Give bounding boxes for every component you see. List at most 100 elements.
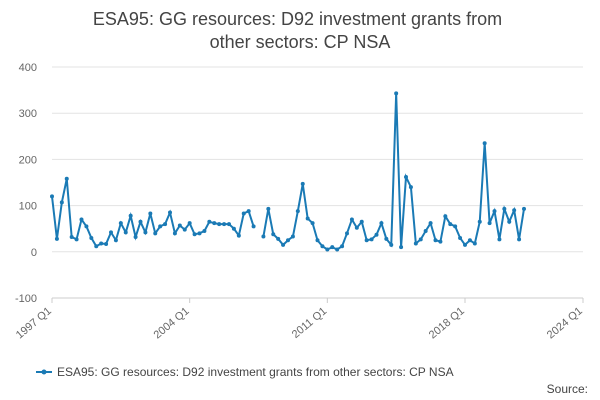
point — [187, 221, 192, 226]
y-tick-label: 300 — [19, 108, 37, 120]
point — [497, 237, 502, 242]
point — [384, 236, 389, 241]
point — [222, 222, 227, 227]
x-tick-label: 2018 Q1 — [427, 305, 467, 341]
point — [286, 238, 290, 243]
point — [227, 222, 231, 227]
point — [369, 237, 374, 242]
point — [472, 241, 477, 246]
y-tick-label: -100 — [15, 293, 37, 305]
point — [276, 236, 281, 241]
point — [502, 206, 507, 211]
legend-label: ESA95: GG resources: D92 investment gran… — [57, 365, 454, 379]
point — [295, 209, 300, 214]
point — [109, 230, 113, 235]
x-tick-label: 2011 Q1 — [290, 305, 329, 341]
point — [163, 222, 168, 227]
point — [212, 221, 217, 226]
point — [512, 208, 517, 213]
y-tick-label: 400 — [19, 62, 37, 74]
point — [54, 236, 59, 241]
y-tick-label: 100 — [19, 201, 37, 213]
point — [315, 238, 320, 243]
point — [300, 181, 305, 186]
point — [64, 176, 69, 181]
point — [310, 221, 315, 226]
point — [408, 185, 413, 190]
point — [79, 217, 84, 222]
point — [89, 235, 94, 240]
x-tick-label: 2004 Q1 — [152, 305, 192, 341]
source: Source: — [547, 382, 588, 396]
point — [192, 232, 197, 237]
point — [359, 219, 364, 224]
point — [325, 247, 330, 252]
point — [271, 232, 276, 237]
point — [261, 234, 266, 239]
point — [281, 242, 286, 247]
point — [349, 217, 354, 222]
point — [104, 241, 109, 246]
point — [482, 141, 487, 146]
point — [487, 221, 492, 226]
point — [197, 231, 202, 236]
point — [463, 242, 467, 247]
point — [59, 200, 64, 205]
point — [492, 209, 497, 214]
point — [517, 237, 522, 242]
point — [399, 245, 404, 250]
point — [158, 224, 163, 229]
point — [50, 194, 54, 199]
point — [340, 244, 345, 249]
point — [458, 235, 463, 240]
point — [453, 224, 458, 229]
point — [448, 222, 453, 227]
point — [428, 221, 433, 226]
point — [335, 247, 340, 252]
point — [522, 206, 526, 211]
point — [133, 235, 138, 240]
point — [290, 234, 295, 239]
point — [354, 225, 359, 230]
point — [389, 242, 394, 247]
chart-title: ESA95: GG resources: D92 investment gran… — [93, 9, 507, 52]
point — [423, 229, 428, 234]
point — [404, 174, 408, 179]
point — [99, 241, 104, 246]
y-tick-label: 200 — [19, 154, 37, 166]
point — [74, 237, 79, 242]
point — [418, 237, 423, 242]
point — [143, 230, 148, 235]
point — [467, 238, 472, 243]
point — [207, 219, 212, 224]
point — [305, 216, 310, 221]
x-tick-label: 1997 Q1 — [14, 305, 54, 341]
point — [266, 206, 271, 211]
point — [433, 238, 438, 243]
point — [241, 211, 246, 216]
point — [379, 221, 384, 226]
point — [113, 238, 118, 243]
point — [364, 238, 369, 243]
point — [94, 244, 99, 249]
point — [231, 226, 236, 231]
point — [128, 213, 133, 218]
point — [182, 227, 187, 232]
point — [413, 241, 418, 246]
point — [148, 211, 153, 216]
point — [320, 244, 325, 249]
point — [217, 222, 222, 227]
point — [438, 239, 443, 244]
point — [69, 235, 74, 240]
point — [443, 214, 448, 219]
point — [168, 210, 172, 215]
point — [153, 231, 158, 236]
point — [84, 224, 89, 229]
point — [374, 232, 379, 237]
point — [202, 229, 207, 234]
point — [138, 219, 143, 224]
point — [118, 221, 123, 226]
point — [251, 224, 256, 229]
point — [172, 231, 177, 236]
